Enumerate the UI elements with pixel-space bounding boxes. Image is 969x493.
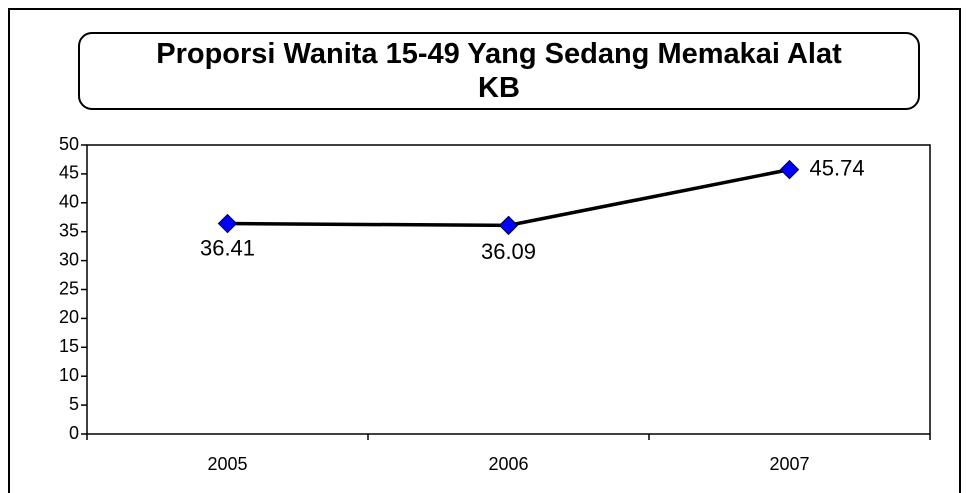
y-tick-label: 0 — [69, 423, 79, 443]
y-tick-label: 45 — [59, 163, 79, 183]
x-tick-label: 2005 — [207, 454, 247, 474]
y-tick-label: 25 — [59, 278, 79, 298]
y-tick-label: 30 — [59, 249, 79, 269]
plot-area — [86, 144, 931, 435]
data-label: 36.09 — [481, 239, 536, 264]
x-tick-label: 2006 — [488, 454, 528, 474]
y-tick-label: 20 — [59, 307, 79, 327]
x-tick-label: 2007 — [769, 454, 809, 474]
title-box: Proporsi Wanita 15-49 Yang Sedang Memaka… — [78, 32, 920, 110]
y-tick-label: 10 — [59, 365, 79, 385]
marker — [217, 213, 238, 234]
data-label: 45.74 — [810, 155, 865, 180]
marker — [779, 159, 800, 180]
data-label: 36.41 — [200, 235, 255, 260]
marker — [498, 215, 519, 236]
y-tick-label: 15 — [59, 336, 79, 356]
y-tick-label: 40 — [59, 192, 79, 212]
y-tick-label: 50 — [59, 134, 79, 154]
y-tick-label: 5 — [69, 394, 79, 414]
y-tick-label: 35 — [59, 220, 79, 240]
frame — [8, 8, 961, 493]
chart-title: Proporsi Wanita 15-49 Yang Sedang Memaka… — [156, 38, 842, 104]
